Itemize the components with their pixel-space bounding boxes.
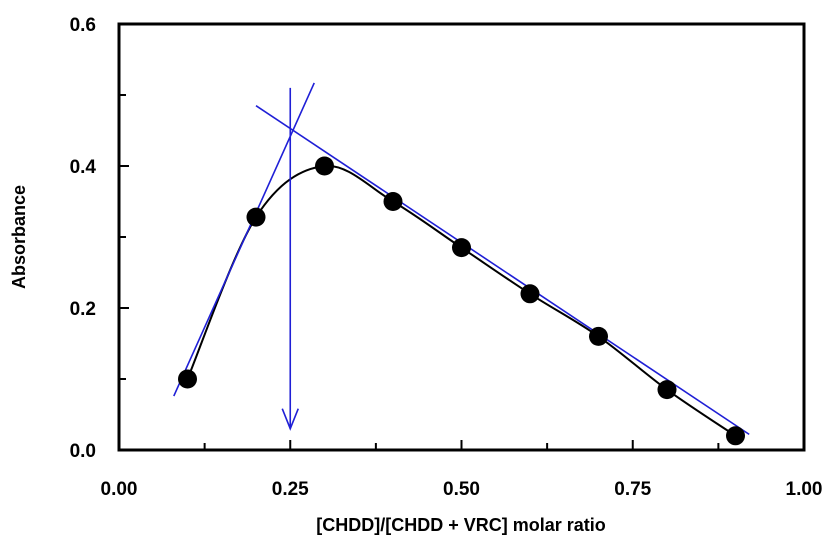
x-axis-title: [CHDD]/[CHDD + VRC] molar ratio	[316, 515, 606, 535]
data-point	[315, 156, 334, 176]
y-tick-label: 0.2	[70, 299, 96, 320]
data-point	[657, 380, 677, 400]
data-point	[452, 238, 471, 258]
points-layer	[178, 156, 745, 446]
data-point	[246, 207, 266, 227]
ticks-layer	[118, 23, 805, 451]
x-tick-label: 0.50	[443, 479, 480, 500]
data-point	[383, 192, 403, 211]
arrow-head	[281, 408, 299, 431]
y-tick-label: 0.6	[70, 15, 96, 36]
data-point	[726, 426, 745, 446]
y-tick-label: 0.0	[70, 441, 96, 462]
y-axis-title: Absorbance	[9, 185, 29, 289]
tangent-line-3	[255, 104, 750, 436]
data-point	[178, 369, 197, 389]
data-point	[520, 284, 540, 304]
x-tick-label: 0.00	[101, 479, 138, 500]
data-point	[589, 326, 608, 346]
x-tick-label: 0.75	[614, 479, 651, 500]
x-tick-label: 1.00	[786, 479, 823, 500]
labels-layer: 0.00 0.25 0.50 0.75 1.00 0.0 0.2 0.4 0.6	[70, 15, 823, 500]
plot-frame	[117, 22, 806, 452]
fit-curve	[186, 164, 737, 437]
x-tick-label: 0.25	[272, 479, 309, 500]
y-tick-label: 0.4	[70, 157, 97, 178]
